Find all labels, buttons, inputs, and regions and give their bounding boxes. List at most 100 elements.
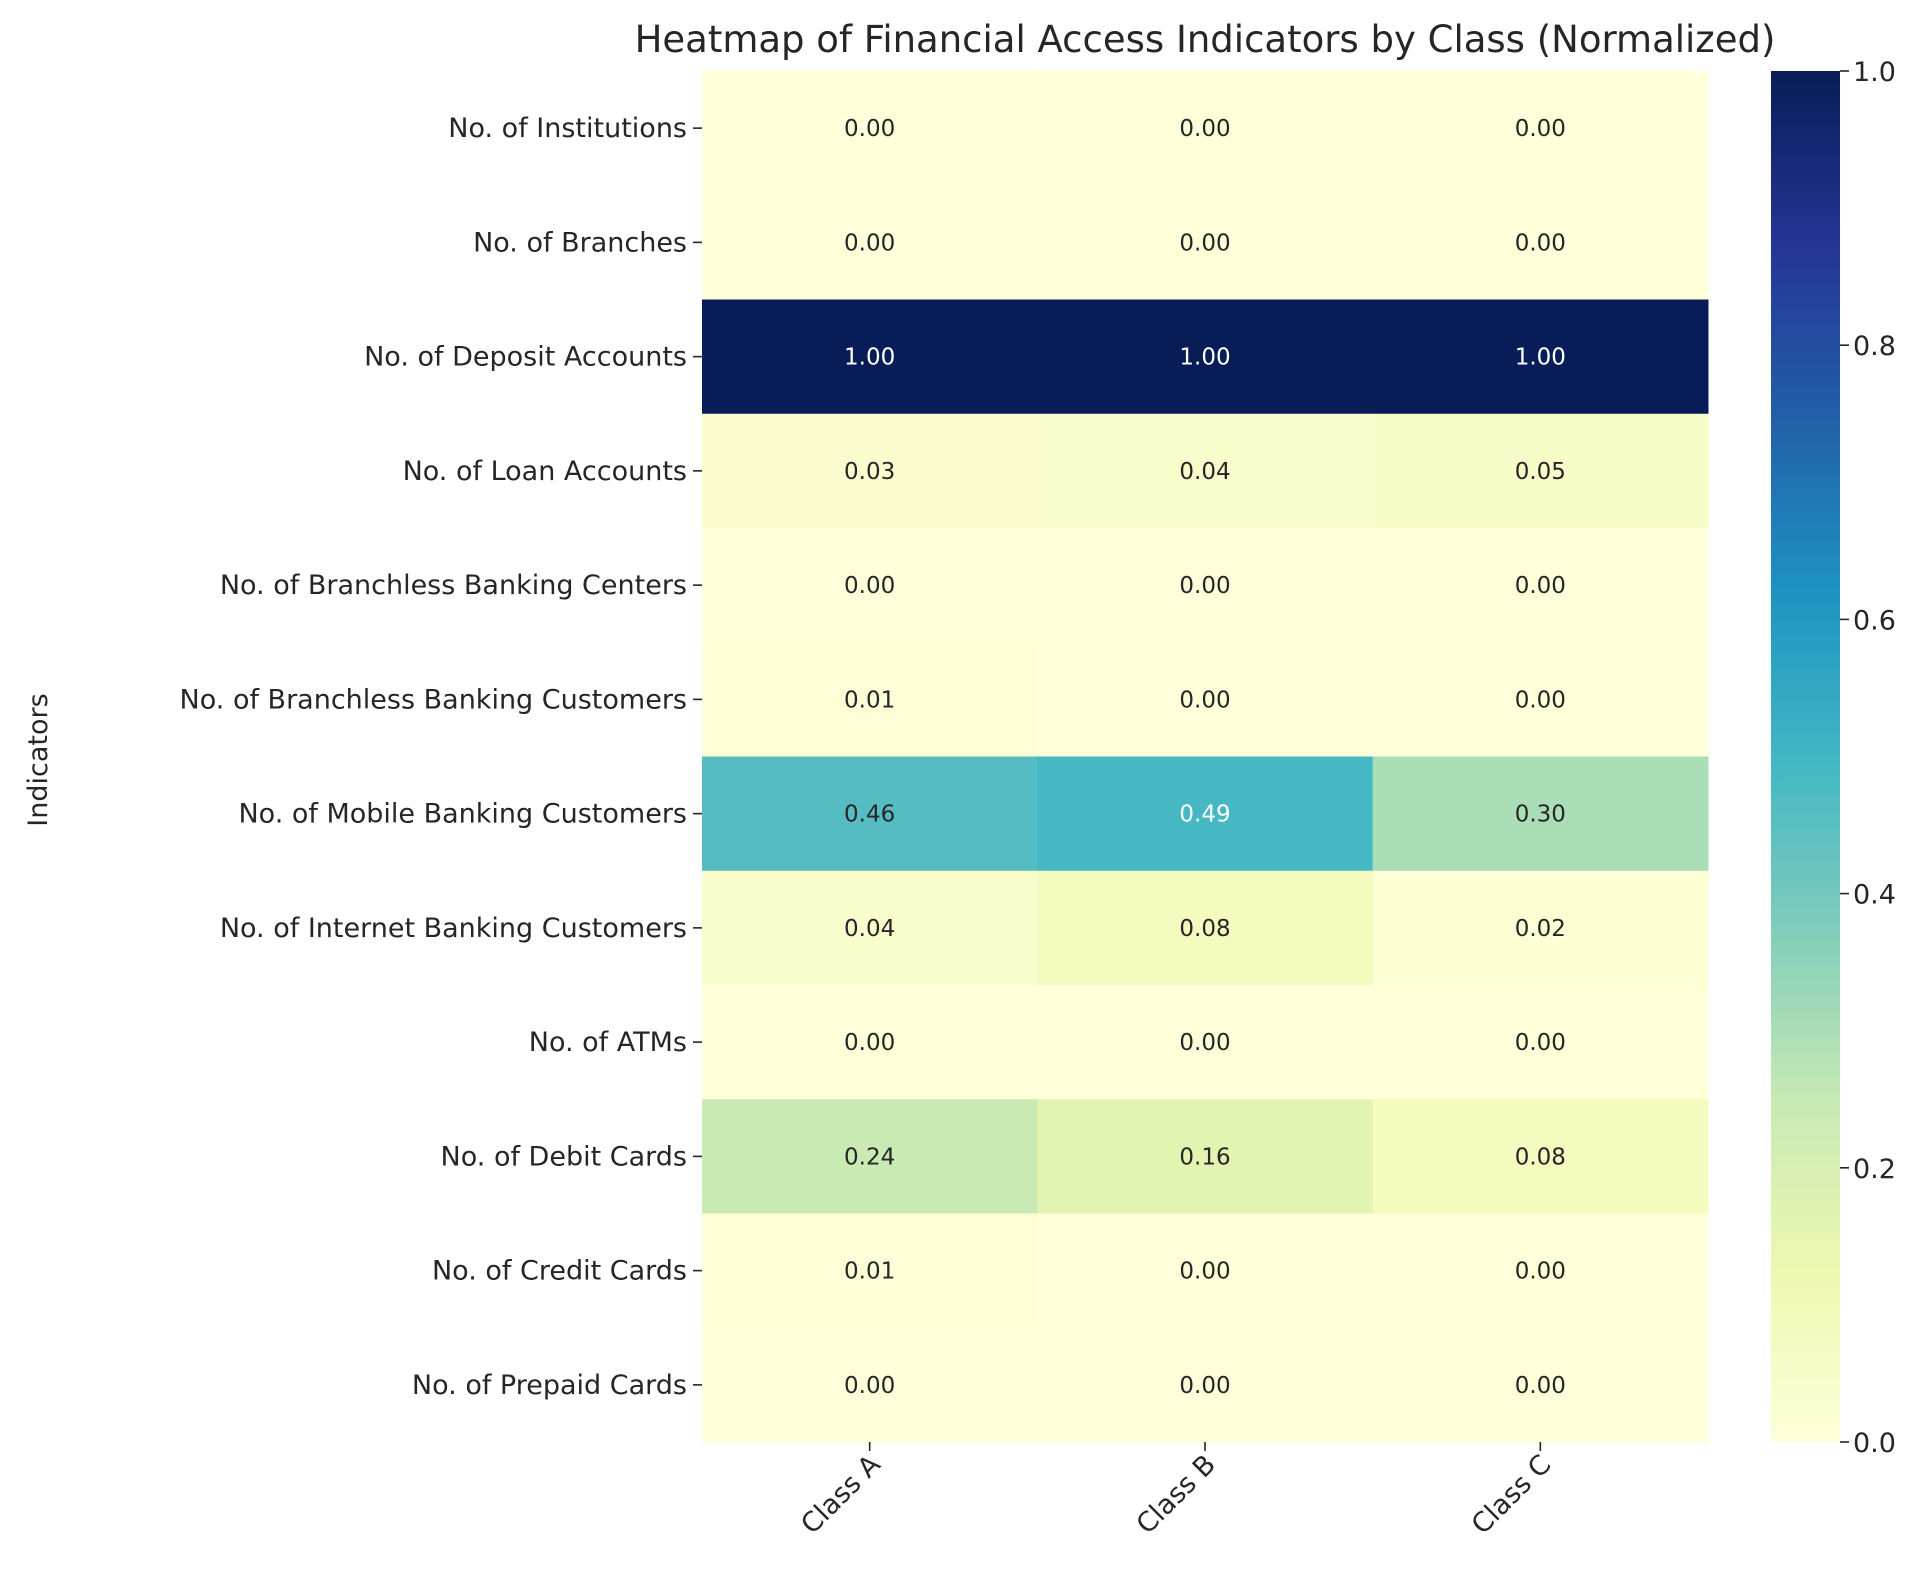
y-tick-label: No. of Loan Accounts	[403, 456, 687, 487]
heatmap-cell	[1037, 413, 1374, 529]
cell-value-label: 1.00	[1179, 345, 1230, 371]
cell-value-label: 0.00	[1179, 573, 1230, 599]
y-tick-label: No. of Institutions	[448, 113, 687, 144]
y-tick-label: No. of Branches	[473, 227, 687, 258]
heatmap-cell	[1372, 1099, 1709, 1214]
cell-value-label: 0.00	[1179, 230, 1230, 256]
cell-value-label: 0.00	[1515, 1030, 1566, 1056]
cell-value-label: 0.00	[844, 573, 895, 599]
y-tick-label: No. of ATMs	[529, 1027, 687, 1058]
heatmap-cell	[1037, 185, 1374, 300]
heatmap-cell	[702, 985, 1038, 1100]
y-tick-label: No. of Branchless Banking Centers	[220, 570, 687, 601]
x-tick-label: Class B	[1131, 1449, 1222, 1540]
heatmap-cell	[1372, 870, 1709, 986]
cell-value-label: 1.00	[1515, 345, 1566, 371]
cell-value-label: 0.30	[1515, 802, 1566, 828]
colorbar-tick-label: 0.0	[1853, 1428, 1896, 1459]
cell-value-label: 0.00	[1179, 116, 1230, 142]
cell-value-label: 0.00	[1515, 116, 1566, 142]
heatmap-cell	[1037, 1327, 1374, 1443]
cell-value-label: 1.00	[844, 345, 895, 371]
heatmap-cell	[1037, 756, 1374, 872]
cell-value-label: 0.00	[1515, 230, 1566, 256]
cell-value-label: 0.00	[1179, 687, 1230, 713]
cell-value-label: 0.00	[1179, 1373, 1230, 1399]
cell-value-label: 0.03	[844, 459, 895, 485]
cell-value-label: 0.04	[844, 916, 895, 942]
cell-value-label: 0.46	[844, 802, 895, 828]
cell-value-label: 0.00	[844, 230, 895, 256]
y-tick-label: No. of Internet Banking Customers	[220, 913, 687, 944]
colorbar-ticks: 0.0 0.2 0.4 0.6 0.8 1.0	[1840, 57, 1896, 1459]
cell-value-label: 0.24	[844, 1144, 895, 1170]
colorbar-tick-label: 0.8	[1853, 331, 1896, 362]
cell-value-label: 0.00	[844, 116, 895, 142]
heatmap-cell	[1372, 1327, 1709, 1443]
cell-value-label: 0.00	[1515, 1259, 1566, 1285]
cell-value-label: 0.00	[1179, 1030, 1230, 1056]
heatmap-cell	[1372, 413, 1709, 529]
y-tick-label: No. of Mobile Banking Customers	[238, 799, 687, 830]
x-tick-labels: Class A Class B Class C	[795, 1442, 1557, 1541]
heatmap-cell	[1037, 299, 1374, 415]
heatmap-cell	[702, 71, 1038, 186]
chart-title: Heatmap of Financial Access Indicators b…	[635, 18, 1776, 61]
cell-value-label: 0.00	[844, 1373, 895, 1399]
heatmap-cell	[1372, 1213, 1709, 1329]
heatmap-cell	[702, 756, 1038, 872]
y-tick-label: No. of Debit Cards	[441, 1141, 687, 1172]
y-tick-label: No. of Credit Cards	[432, 1256, 687, 1287]
colorbar-tick-label: 1.0	[1853, 57, 1896, 88]
heatmap-cell	[702, 1327, 1038, 1443]
cell-value-label: 0.49	[1179, 802, 1230, 828]
heatmap-cell	[1037, 1099, 1374, 1214]
y-tick-label: No. of Branchless Banking Customers	[180, 684, 687, 715]
cell-value-label: 0.00	[1515, 573, 1566, 599]
heatmap-cell	[702, 528, 1038, 643]
x-tick-label: Class A	[795, 1449, 887, 1541]
cell-value-label: 0.00	[1515, 1373, 1566, 1399]
colorbar-tick-label: 0.6	[1853, 605, 1896, 636]
cell-value-label: 0.08	[1515, 1144, 1566, 1170]
heatmap-cell	[702, 1099, 1038, 1214]
heatmap-cell	[702, 642, 1038, 757]
heatmap-cell	[1037, 985, 1374, 1100]
heatmap-cell	[1037, 870, 1374, 986]
heatmap-cell	[1372, 528, 1709, 643]
colorbar-tick-label: 0.4	[1853, 880, 1896, 911]
cell-value-label: 0.16	[1179, 1144, 1230, 1170]
cell-value-label: 0.05	[1515, 459, 1566, 485]
colorbar	[1771, 71, 1840, 1442]
heatmap-cell	[1372, 985, 1709, 1100]
cell-value-label: 0.01	[844, 1259, 895, 1285]
cell-value-label: 0.02	[1515, 916, 1566, 942]
heatmap-cell	[1372, 756, 1709, 872]
heatmap-cell	[1372, 185, 1709, 300]
heatmap-cell	[702, 870, 1038, 986]
cell-value-label: 0.08	[1179, 916, 1230, 942]
cell-value-label: 0.01	[844, 687, 895, 713]
heatmap-cell	[702, 185, 1038, 300]
y-tick-labels: No. of Institutions No. of Branches No. of…	[180, 113, 702, 1401]
colorbar-tick-label: 0.2	[1853, 1154, 1896, 1185]
heatmap-cell	[702, 299, 1038, 415]
heatmap-cell	[1037, 1213, 1374, 1329]
cell-value-label: 0.00	[1179, 1259, 1230, 1285]
cell-value-label: 0.00	[1515, 687, 1566, 713]
cell-value-label: 0.00	[844, 1030, 895, 1056]
heatmap-cell	[1037, 71, 1374, 186]
heatmap-cell	[1037, 642, 1374, 757]
heatmap-cell	[1037, 528, 1374, 643]
x-tick-label: Class C	[1466, 1449, 1558, 1541]
y-tick-label: No. of Deposit Accounts	[364, 342, 687, 373]
heatmap-cell	[1372, 642, 1709, 757]
heatmap-cell	[702, 413, 1038, 529]
heatmap-cell	[702, 1213, 1038, 1329]
y-tick-label: No. of Prepaid Cards	[412, 1370, 687, 1401]
heatmap-cell	[1372, 299, 1709, 415]
heatmap-cell	[1372, 71, 1709, 186]
heatmap-cells: 0.00 0.00 0.00 0.00 0.00 0.00 1.00 1.00 1.00 0.03…	[702, 71, 1709, 1443]
y-axis-label: Indicators	[23, 693, 54, 826]
